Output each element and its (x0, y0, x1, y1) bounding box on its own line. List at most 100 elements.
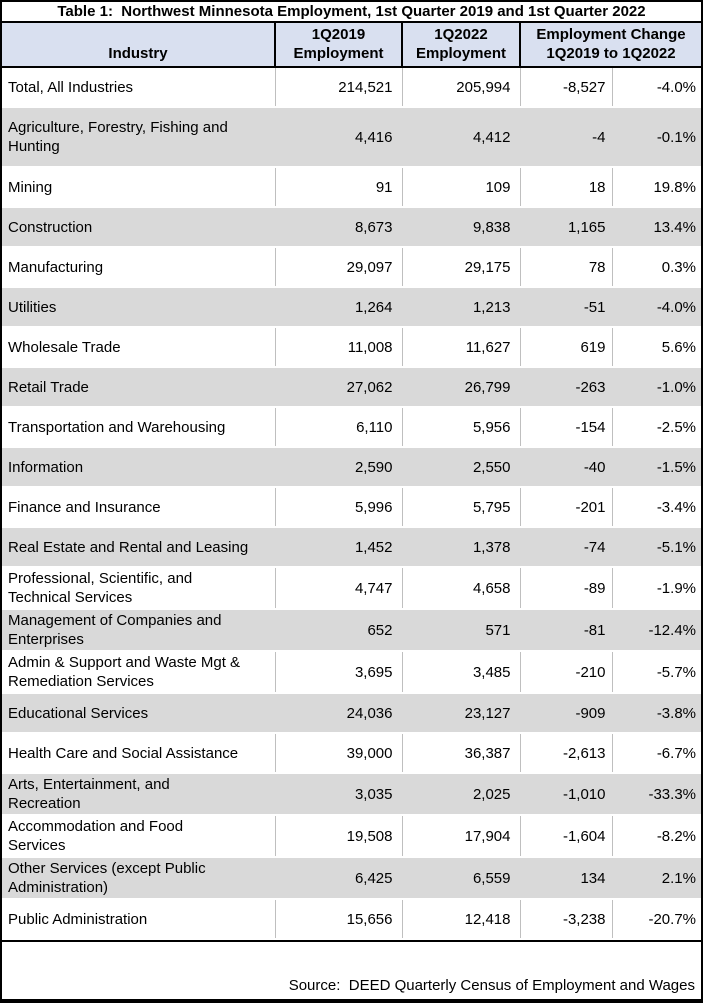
employment-change-cell: 78 (520, 247, 613, 288)
employment-change-pct-cell: -3.8% (612, 693, 701, 734)
employment-change-cell: 619 (520, 327, 613, 368)
employment-1q2022-cell: 4,412 (402, 107, 521, 168)
employment-change-cell: -40 (520, 447, 613, 488)
employment-change-pct-cell: -1.0% (612, 367, 701, 408)
employment-1q2022-cell: 2,025 (402, 773, 521, 816)
employment-1q2022-cell: 3,485 (402, 651, 521, 694)
employment-change-pct-cell: -0.1% (612, 107, 701, 168)
table-row: Information 2,590 2,550 -40 -1.5% (2, 447, 701, 488)
employment-change-cell: -154 (520, 407, 613, 448)
industry-cell: Wholesale Trade (2, 327, 276, 368)
table-row: Other Services (except Public Administra… (2, 857, 701, 900)
industry-cell: Accommodation and Food Services (2, 815, 276, 858)
source-note: Source: DEED Quarterly Census of Employm… (2, 940, 701, 999)
employment-change-pct-cell: -5.7% (612, 651, 701, 694)
industry-cell: Manufacturing (2, 247, 276, 288)
employment-1q2019-cell: 214,521 (275, 67, 403, 108)
employment-change-cell: -1,604 (520, 815, 613, 858)
employment-1q2019-cell: 1,452 (275, 527, 403, 568)
employment-1q2019-cell: 29,097 (275, 247, 403, 288)
col-header-employment-change: Employment Change 1Q2019 to 1Q2022 (519, 23, 701, 68)
industry-cell: Transportation and Warehousing (2, 407, 276, 448)
industry-cell: Professional, Scientific, and Technical … (2, 567, 276, 610)
employment-1q2019-cell: 27,062 (275, 367, 403, 408)
employment-1q2022-cell: 12,418 (402, 899, 521, 940)
employment-change-cell: -263 (520, 367, 613, 408)
employment-1q2022-cell: 23,127 (402, 693, 521, 734)
employment-change-pct-cell: -1.5% (612, 447, 701, 488)
employment-1q2019-cell: 3,035 (275, 773, 403, 816)
table-row: Wholesale Trade 11,008 11,627 619 5.6% (2, 327, 701, 368)
employment-1q2019-cell: 19,508 (275, 815, 403, 858)
employment-1q2019-cell: 5,996 (275, 487, 403, 528)
employment-1q2019-cell: 4,747 (275, 567, 403, 610)
table-row: Educational Services 24,036 23,127 -909 -3.8… (2, 693, 701, 734)
industry-cell: Health Care and Social Assistance (2, 733, 276, 774)
table-row: Construction 8,673 9,838 1,165 13.4% (2, 207, 701, 248)
employment-change-pct-cell: -3.4% (612, 487, 701, 528)
table-row: Utilities 1,264 1,213 -51 -4.0% (2, 287, 701, 328)
employment-1q2019-cell: 4,416 (275, 107, 403, 168)
industry-cell: Management of Companies and Enterprises (2, 609, 276, 652)
table-row: Public Administration 15,656 12,418 -3,238-… (2, 899, 701, 940)
employment-1q2019-cell: 6,425 (275, 857, 403, 900)
employment-change-pct-cell: 0.3% (612, 247, 701, 288)
employment-1q2019-cell: 1,264 (275, 287, 403, 328)
col-header-1q2019-employment: 1Q2019 Employment (274, 23, 402, 68)
table-row: Total, All Industries 214,521 205,994 -8,52… (2, 67, 701, 108)
col-header-1q2022-employment: 1Q2022 Employment (401, 23, 520, 68)
industry-cell: Information (2, 447, 276, 488)
employment-1q2019-cell: 11,008 (275, 327, 403, 368)
employment-change-pct-cell: 2.1% (612, 857, 701, 900)
employment-change-cell: -74 (520, 527, 613, 568)
employment-1q2022-cell: 5,956 (402, 407, 521, 448)
employment-change-pct-cell: -1.9% (612, 567, 701, 610)
table-row: Accommodation and Food Services 19,508 17,… (2, 815, 701, 858)
employment-1q2022-cell: 1,378 (402, 527, 521, 568)
table-row: Management of Companies and Enterprises 6… (2, 609, 701, 652)
industry-cell: Admin & Support and Waste Mgt & Remediat… (2, 651, 276, 694)
table-title: Table 1: Northwest Minnesota Employment,… (2, 2, 701, 23)
employment-change-pct-cell: -6.7% (612, 733, 701, 774)
table-row: Professional, Scientific, and Technical … (2, 567, 701, 610)
employment-1q2022-cell: 26,799 (402, 367, 521, 408)
employment-change-cell: 18 (520, 167, 613, 208)
employment-change-cell: 1,165 (520, 207, 613, 248)
table-row: Health Care and Social Assistance 39,000 3… (2, 733, 701, 774)
industry-cell: Real Estate and Rental and Leasing (2, 527, 276, 568)
table-row: Mining 91 109 18 19.8% (2, 167, 701, 208)
table-row: Finance and Insurance 5,996 5,795 -201 -3.4% (2, 487, 701, 528)
employment-change-cell: -3,238 (520, 899, 613, 940)
employment-change-pct-cell: -20.7% (612, 899, 701, 940)
employment-change-cell: -2,613 (520, 733, 613, 774)
employment-1q2022-cell: 11,627 (402, 327, 521, 368)
employment-change-cell: -51 (520, 287, 613, 328)
employment-1q2022-cell: 9,838 (402, 207, 521, 248)
employment-change-pct-cell: -8.2% (612, 815, 701, 858)
employment-1q2019-cell: 6,110 (275, 407, 403, 448)
industry-cell: Agriculture, Forestry, Fishing and Hunti… (2, 107, 276, 168)
employment-change-pct-cell: 5.6% (612, 327, 701, 368)
employment-change-pct-cell: -5.1% (612, 527, 701, 568)
employment-1q2019-cell: 39,000 (275, 733, 403, 774)
employment-1q2022-cell: 29,175 (402, 247, 521, 288)
employment-1q2019-cell: 15,656 (275, 899, 403, 940)
industry-cell: Public Administration (2, 899, 276, 940)
employment-change-cell: -210 (520, 651, 613, 694)
table-row: Manufacturing 29,097 29,175 78 0.3% (2, 247, 701, 288)
industry-cell: Other Services (except Public Administra… (2, 857, 276, 900)
table-row: Agriculture, Forestry, Fishing and Hunti… (2, 107, 701, 168)
employment-change-pct-cell: 19.8% (612, 167, 701, 208)
employment-1q2019-cell: 24,036 (275, 693, 403, 734)
employment-change-cell: -4 (520, 107, 613, 168)
employment-change-cell: -1,010 (520, 773, 613, 816)
employment-change-cell: -201 (520, 487, 613, 528)
industry-cell: Educational Services (2, 693, 276, 734)
table-body: Total, All Industries 214,521 205,994 -8,52… (2, 67, 701, 940)
employment-1q2022-cell: 36,387 (402, 733, 521, 774)
employment-1q2022-cell: 2,550 (402, 447, 521, 488)
industry-cell: Utilities (2, 287, 276, 328)
employment-1q2022-cell: 109 (402, 167, 521, 208)
employment-change-pct-cell: 13.4% (612, 207, 701, 248)
employment-change-cell: -909 (520, 693, 613, 734)
